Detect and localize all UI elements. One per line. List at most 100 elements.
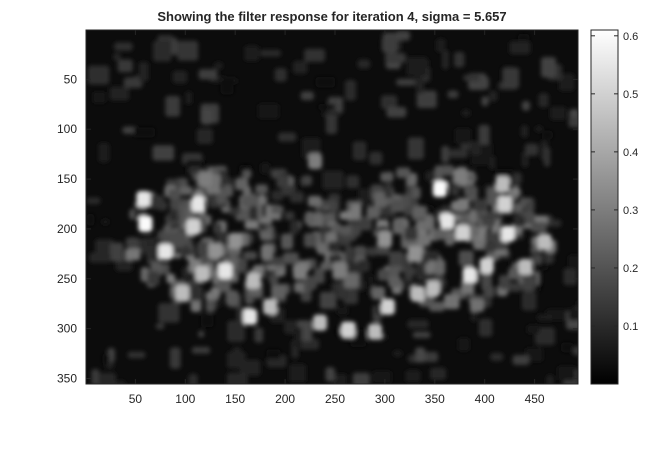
heatmap-cell [168,188,181,200]
heatmap-cell [481,96,489,107]
heatmap-cell [393,350,403,357]
bright-spot [453,168,468,185]
heatmap-cell [416,90,437,108]
y-tick-label: 350 [57,372,77,386]
heatmap-cell [412,331,431,339]
heatmap-cell [469,298,485,312]
heatmap-cell [227,320,245,342]
bright-spot [425,280,440,297]
x-tick-label: 400 [475,392,495,406]
heatmap-cell [152,145,175,161]
heatmap-cell [463,185,478,197]
heatmap-cell [469,209,478,224]
heatmap-cell [352,141,367,161]
heatmap-cell [278,132,297,142]
heatmap-cell [439,165,455,176]
heatmap-cell [125,248,141,261]
bright-spot [439,212,454,229]
heatmap-cell [276,175,289,188]
heatmap-cell [269,276,279,286]
heatmap-cell [405,370,421,383]
heatmap-cell [530,221,547,233]
heatmap-cell [284,211,295,221]
heatmap-cell [522,100,530,111]
heatmap-cell [346,175,360,189]
heatmap-cell [249,206,258,220]
heatmap-cell [200,108,213,125]
heatmap-cell [478,318,493,337]
heatmap-cell [114,42,133,51]
heatmap-cell [125,237,140,248]
bright-spot [495,176,510,193]
heatmap-cell [319,291,337,310]
heatmap-cell [163,224,173,234]
heatmap-cell [179,186,193,196]
bright-spot [195,265,210,282]
bright-spot [340,321,355,338]
heatmap-cell [190,285,203,301]
heatmap-cell [411,186,421,200]
heatmap-cell [522,275,535,292]
heatmap-cell [369,151,383,165]
y-tick-label: 250 [57,272,77,286]
heatmap-cell [489,155,496,170]
heatmap-cell [169,347,181,369]
heatmap-cell [327,241,341,253]
heatmap-cell [372,370,392,384]
bright-spot [158,243,173,260]
heatmap-cell [572,346,578,356]
heatmap-cell [87,65,110,85]
heatmap-cell [513,215,526,227]
heatmap-cell [354,245,367,256]
colorbar-gradient [590,29,619,385]
colorbar-tick-label: 0.3 [623,205,638,217]
heatmap-cell [568,308,578,321]
heatmap-cell [483,285,495,298]
bright-spot [518,258,533,275]
y-axis: 50 100 150 200 250 300 350 [57,72,578,386]
heatmap-cell [98,142,110,163]
heatmap-cell [122,126,137,134]
heatmap-texture [86,30,578,384]
heatmap-cell [304,48,325,62]
heatmap-cell [428,250,440,261]
x-tick-label: 150 [225,392,245,406]
heatmap-cell [325,367,335,382]
colorbar-tick-label: 0.4 [623,147,638,159]
heatmap-cell [153,40,172,62]
heatmap-cell [241,193,258,208]
heatmap-cell [461,212,471,225]
heatmap-cell [485,232,499,243]
heatmap-cell [373,191,388,208]
heatmap-cell [454,128,472,144]
heatmap-cell [300,91,314,101]
heatmap-cell [289,364,307,383]
heatmap-cell [216,231,228,245]
colorbar-tick-label: 0.2 [623,263,638,275]
heatmap-cell [543,147,551,167]
bright-spot [313,314,328,331]
heatmap-cell [526,324,540,334]
heatmap-cell [463,74,480,81]
bright-spot [175,284,190,301]
colorbar-tick-label: 0.6 [623,31,638,43]
bright-spot [367,323,382,340]
bright-spot [263,298,278,315]
heatmap-cell [371,286,386,300]
heatmap-cell [550,106,567,120]
heatmap-cell [433,228,447,240]
heatmap-cell [458,250,474,267]
heatmap-cell [242,186,252,196]
heatmap-cell [536,314,553,321]
x-tick-label: 300 [375,392,395,406]
heatmap-cell [305,211,315,225]
heatmap-cell [546,374,554,384]
heatmap-cell [366,206,381,219]
heatmap-cell [198,69,218,80]
heatmap-cell [271,205,284,214]
heatmap-cell [535,125,543,133]
heatmap-cell [357,59,371,69]
heatmap-cell [390,199,405,213]
heatmap-cell [386,106,407,118]
heatmap-cell [483,243,498,252]
